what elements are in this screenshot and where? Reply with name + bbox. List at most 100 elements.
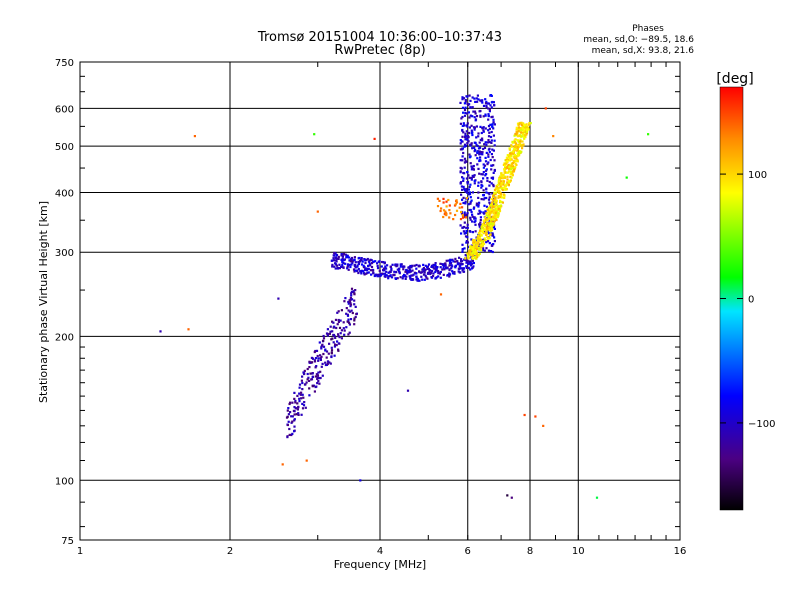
echo-point [491, 206, 494, 209]
echo-point [470, 124, 473, 127]
echo-point [364, 259, 367, 262]
echo-point [523, 125, 526, 128]
echo-point [403, 275, 406, 278]
echo-point [464, 231, 467, 235]
echo-point [485, 226, 488, 229]
echo-point [374, 260, 377, 263]
echo-point [524, 136, 527, 139]
echo-point [453, 271, 456, 274]
echo-point [159, 330, 162, 333]
echo-point [472, 265, 475, 268]
echo-point [491, 201, 494, 204]
echo-point [416, 279, 419, 282]
echo-point [293, 430, 296, 433]
echo-point [349, 258, 353, 261]
echo-point [359, 479, 362, 482]
echo-point [486, 177, 489, 180]
echo-point [479, 210, 482, 213]
echo-point [296, 394, 299, 397]
echo-point [513, 156, 516, 159]
echo-point [476, 151, 479, 155]
echo-point [508, 167, 511, 171]
echo-point [369, 263, 372, 266]
echo-point [460, 140, 463, 143]
echo-point [322, 337, 326, 340]
echo-point [444, 210, 447, 213]
echo-point [467, 193, 470, 196]
echo-point [490, 141, 493, 144]
echo-point [345, 307, 348, 310]
echo-point [469, 106, 472, 109]
echo-point [293, 413, 296, 416]
echo-point [308, 387, 311, 390]
echo-point [459, 122, 462, 125]
echo-point [493, 240, 496, 243]
echo-point [462, 230, 465, 233]
echo-point [334, 336, 337, 339]
echo-point [485, 214, 488, 217]
echo-point [486, 214, 490, 217]
echo-point [491, 210, 494, 213]
echo-point [492, 226, 495, 229]
echo-point [410, 278, 413, 281]
echo-point [398, 267, 401, 270]
echo-point [422, 266, 425, 270]
echo-point [476, 255, 479, 259]
echo-point [317, 371, 320, 374]
echo-point [343, 300, 346, 303]
echo-point [384, 265, 387, 268]
echo-point [489, 135, 493, 139]
echo-point [399, 265, 402, 268]
echo-point [459, 262, 462, 265]
echo-point [353, 293, 356, 296]
echo-point [462, 201, 465, 205]
echo-point [477, 135, 480, 138]
echo-point [501, 188, 504, 192]
echo-point [456, 263, 459, 266]
echo-point [507, 170, 511, 173]
echo-point [520, 135, 523, 138]
echo-point [496, 212, 499, 215]
echo-point [493, 191, 496, 194]
echo-point [465, 226, 468, 229]
echo-point [491, 205, 494, 208]
echo-point [451, 265, 454, 268]
echo-point [360, 258, 363, 261]
echo-point [475, 136, 478, 139]
echo-point [462, 196, 465, 199]
echo-point [464, 100, 467, 103]
echo-point [461, 115, 464, 119]
echo-point [515, 131, 518, 134]
echo-point [496, 186, 499, 189]
echo-point [352, 259, 355, 262]
echo-point [469, 208, 472, 212]
echo-point [519, 138, 522, 141]
echo-point [478, 252, 481, 255]
echo-point [464, 132, 467, 135]
echo-point [505, 156, 508, 159]
echo-point [464, 257, 467, 260]
echo-point [455, 201, 459, 204]
echo-point [519, 127, 522, 130]
echo-point [467, 257, 470, 260]
echo-point [325, 350, 329, 353]
echo-point [483, 230, 486, 233]
y-tick-label: 600 [55, 104, 74, 115]
echo-point [473, 241, 476, 244]
echo-point [479, 138, 482, 141]
echo-point [489, 158, 492, 162]
echo-point [446, 274, 449, 277]
echo-point [382, 261, 385, 264]
echo-point [295, 413, 298, 416]
echo-point [333, 334, 336, 338]
echo-point [514, 156, 517, 159]
echo-point [526, 125, 529, 128]
echo-point [301, 407, 305, 410]
echo-point [363, 273, 366, 276]
echo-point [466, 223, 469, 226]
echo-point [488, 150, 491, 154]
echo-point [467, 103, 470, 107]
echo-point [427, 267, 430, 271]
echo-point [503, 186, 506, 189]
echo-point [467, 203, 470, 206]
